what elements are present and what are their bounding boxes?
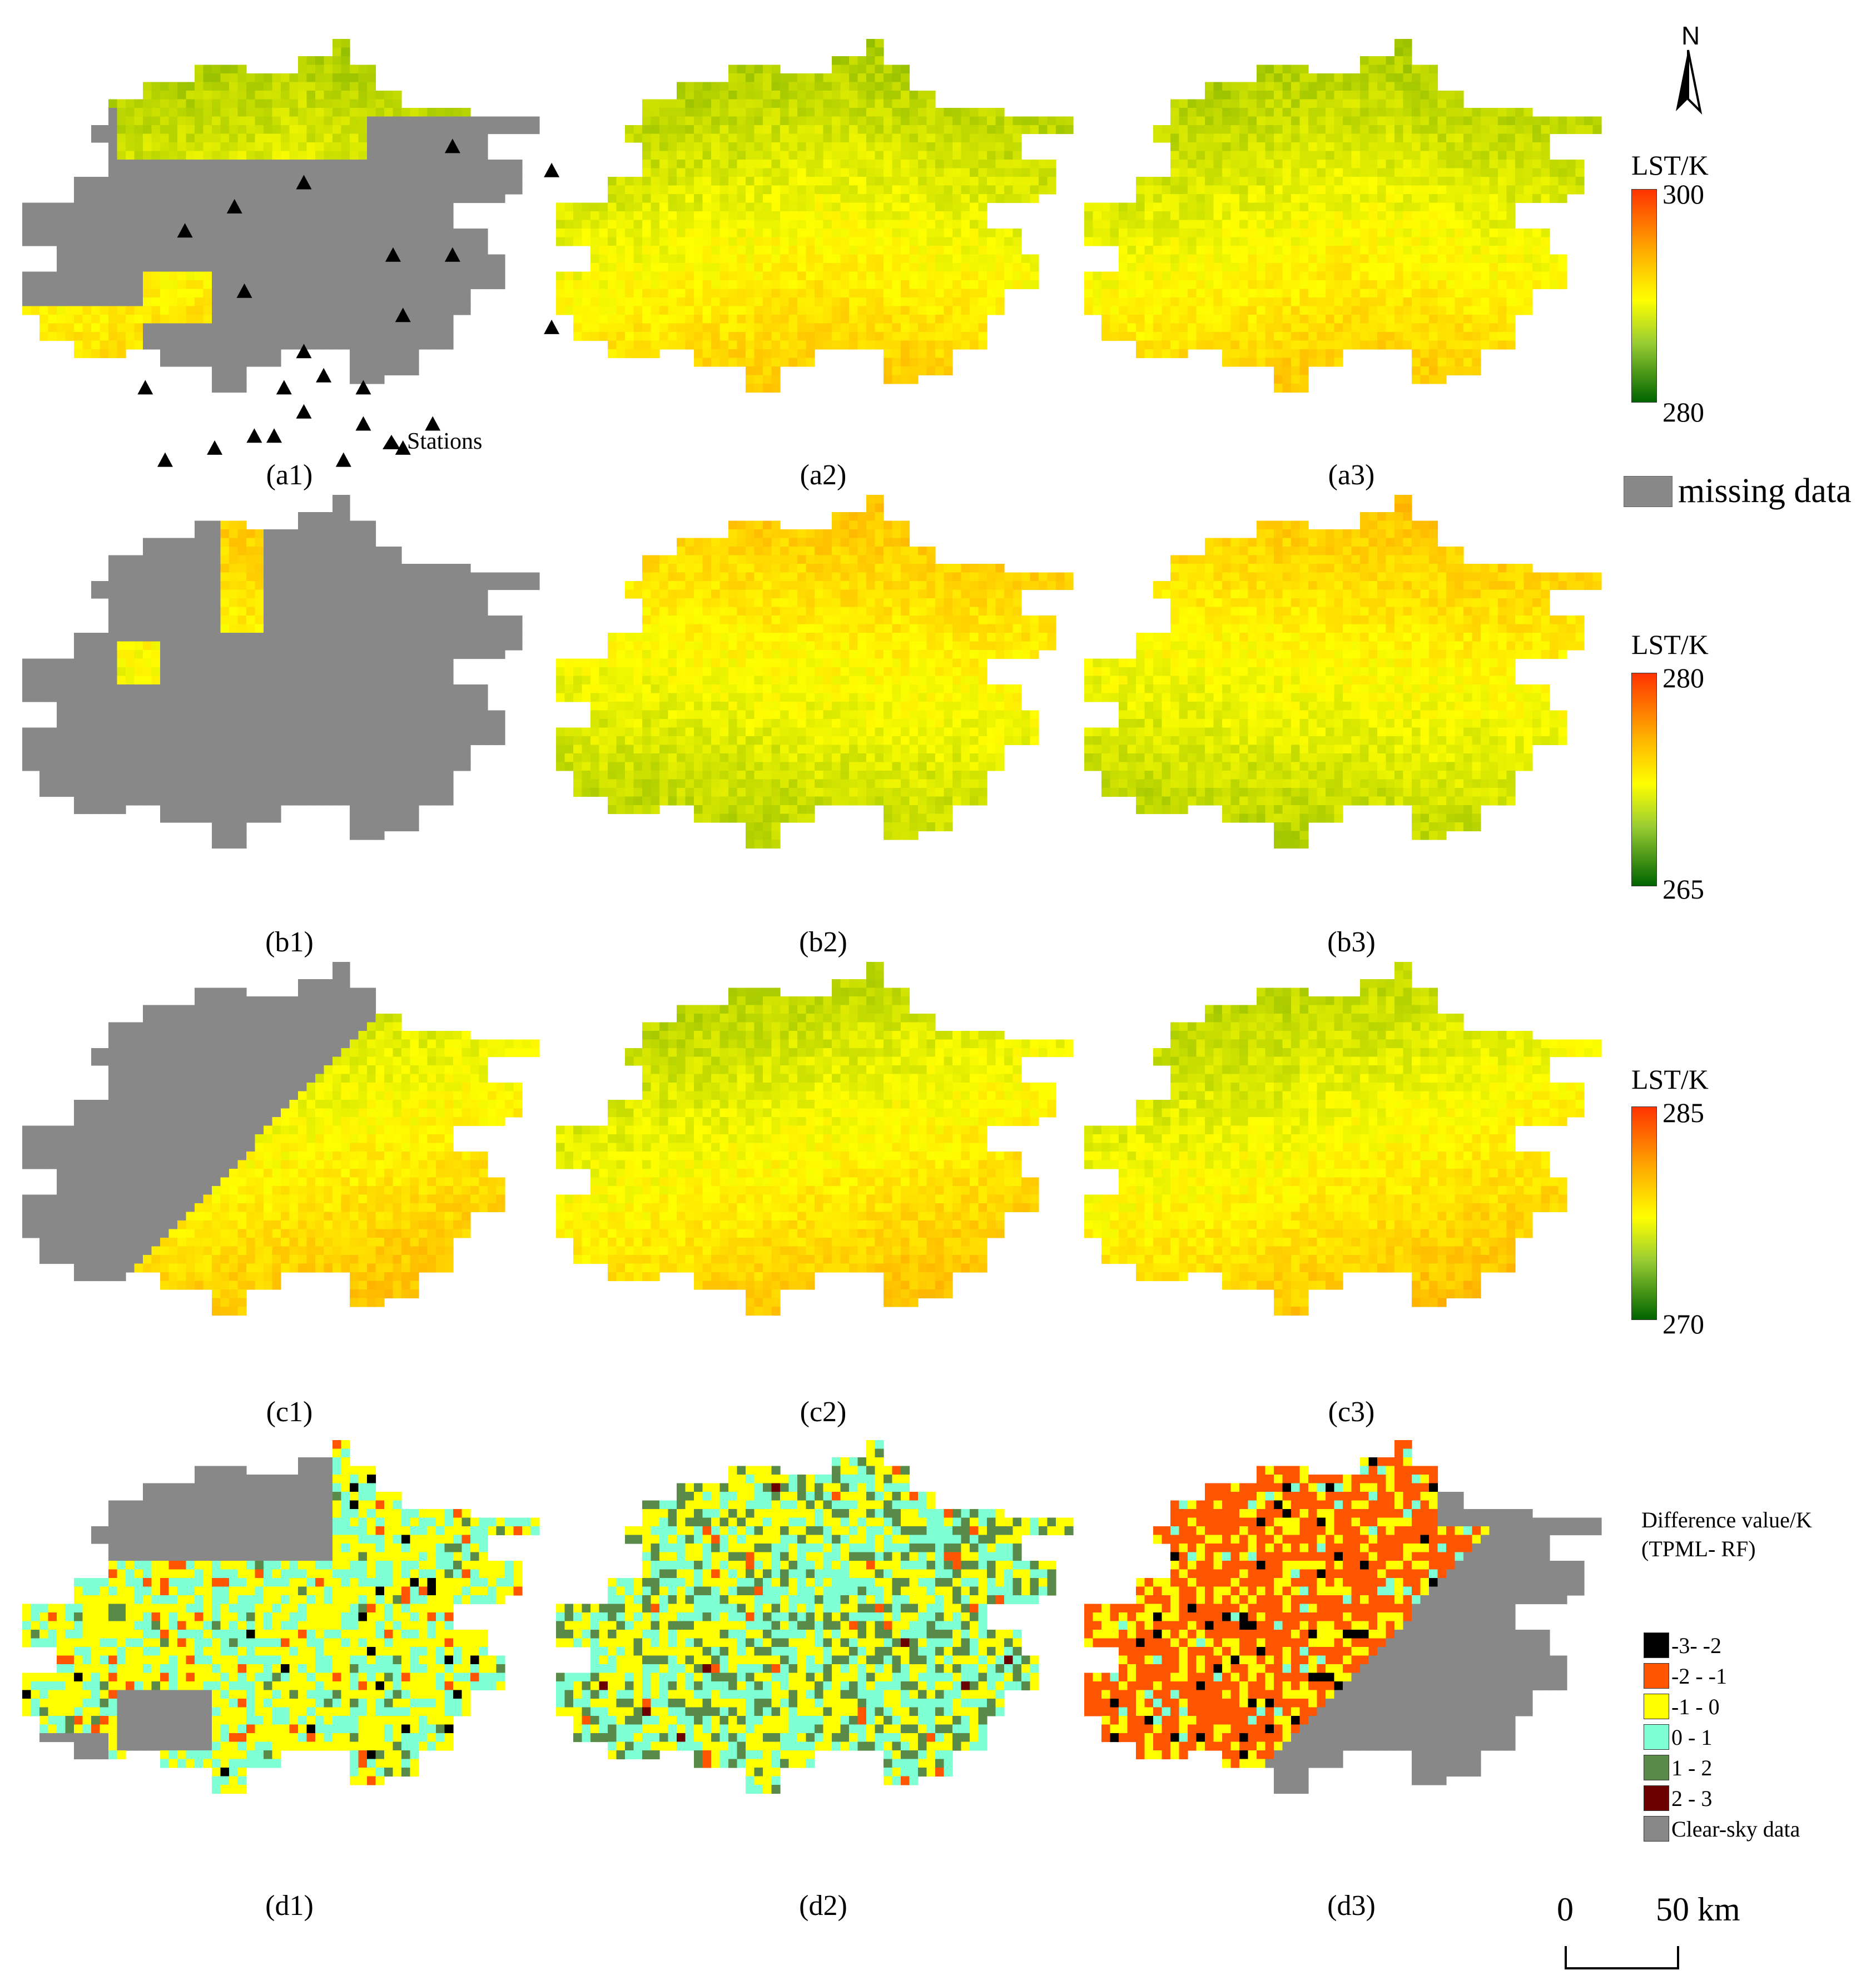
map-panel-a1 — [22, 39, 540, 393]
legend-a-title: LST/K — [1631, 150, 1709, 181]
panel-label-d3: (d3) — [1327, 1890, 1376, 1922]
station-marker — [355, 380, 371, 395]
legend-c-min: 270 — [1662, 1308, 1704, 1339]
legend-b-min: 265 — [1662, 874, 1704, 905]
panel-label-c1: (c1) — [266, 1396, 313, 1428]
station-marker — [266, 428, 282, 443]
diff-legend-swatch — [1644, 1755, 1669, 1780]
map-panel-d3 — [1084, 1440, 1602, 1794]
scale-bar — [1565, 1946, 1679, 1969]
station-marker — [316, 368, 332, 383]
diff-legend-swatch — [1644, 1694, 1669, 1719]
map-panel-b3 — [1084, 495, 1602, 849]
station-marker — [355, 416, 371, 431]
station-marker — [177, 223, 193, 238]
legend-a-max: 300 — [1662, 178, 1704, 210]
diff-legend-row: 1 - 2 — [1644, 1754, 1712, 1781]
legend-c-colorbar — [1631, 1106, 1657, 1320]
north-label: N — [1681, 21, 1700, 50]
diff-legend-label: Clear-sky data — [1671, 1816, 1800, 1842]
map-panel-b2 — [556, 495, 1074, 849]
legend-b-colorbar — [1631, 673, 1657, 886]
diff-legend-title-line2: (TPML- RF) — [1641, 1536, 1756, 1561]
station-marker — [544, 319, 560, 334]
panel-label-a2: (a2) — [800, 459, 847, 491]
scale-bar-distance: 50 km — [1656, 1891, 1740, 1928]
station-marker — [395, 307, 411, 322]
diff-legend-label: 2 - 3 — [1671, 1785, 1713, 1811]
map-panel-a2 — [556, 39, 1074, 393]
diff-legend-row: Clear-sky data — [1644, 1815, 1800, 1843]
station-marker — [236, 283, 252, 298]
panel-label-a3: (a3) — [1328, 459, 1375, 491]
diff-legend-swatch — [1644, 1663, 1669, 1689]
diff-legend-row: 0 - 1 — [1644, 1723, 1712, 1751]
diff-legend-label: 1 - 2 — [1671, 1755, 1713, 1780]
legend-a-min: 280 — [1662, 396, 1704, 428]
station-marker — [296, 344, 312, 359]
north-arrow-icon: N — [1676, 21, 1703, 115]
legend-b-title: LST/K — [1631, 629, 1709, 660]
legend-a-colorbar — [1631, 189, 1657, 403]
panel-label-b2: (b2) — [799, 926, 847, 958]
map-panel-b1 — [22, 495, 540, 849]
diff-legend-label: -3- -2 — [1671, 1632, 1721, 1658]
station-markers — [137, 138, 560, 467]
station-marker — [207, 440, 223, 455]
station-marker — [296, 404, 312, 419]
station-triangle-icon — [383, 435, 400, 449]
panel-label-b3: (b3) — [1327, 926, 1376, 958]
station-marker — [425, 416, 441, 431]
diff-legend-label: -2 - -1 — [1671, 1663, 1727, 1689]
diff-legend-title-line1: Difference value/K — [1641, 1507, 1812, 1532]
missing-data-label: missing data — [1678, 472, 1852, 510]
map-panel-c1 — [22, 962, 540, 1316]
station-marker — [395, 440, 411, 455]
missing-data-legend: missing data — [1624, 472, 1852, 511]
station-marker — [157, 452, 173, 467]
station-marker — [544, 162, 560, 177]
panel-label-b1: (b1) — [265, 926, 314, 958]
diff-legend-swatch — [1644, 1816, 1669, 1842]
panel-label-d1: (d1) — [265, 1890, 314, 1922]
map-panel-c2 — [556, 962, 1074, 1316]
map-panel-d2 — [556, 1440, 1074, 1794]
station-marker — [276, 380, 292, 395]
station-marker — [444, 138, 460, 153]
station-marker — [137, 380, 153, 395]
station-marker — [335, 452, 351, 467]
station-marker — [444, 247, 460, 262]
panel-label-d2: (d2) — [799, 1890, 847, 1922]
diff-legend-row: -2 - -1 — [1644, 1662, 1727, 1690]
panel-label-a1: (a1) — [266, 459, 313, 491]
diff-legend-label: -1 - 0 — [1671, 1694, 1720, 1719]
map-panels — [22, 39, 1602, 1794]
diff-legend-swatch — [1644, 1632, 1669, 1658]
station-marker — [385, 247, 401, 262]
scale-bar-zero: 0 — [1557, 1891, 1574, 1928]
diff-legend-row: -1 - 0 — [1644, 1693, 1720, 1720]
diff-legend-title: Difference value/K (TPML- RF) — [1641, 1506, 1812, 1564]
diff-legend-label: 0 - 1 — [1671, 1724, 1713, 1750]
panel-label-c3: (c3) — [1328, 1396, 1375, 1428]
diff-legend-swatch — [1644, 1724, 1669, 1750]
map-panel-d1 — [22, 1440, 540, 1794]
diff-legend-row: 2 - 3 — [1644, 1784, 1712, 1812]
legend-c-title: LST/K — [1631, 1064, 1709, 1095]
map-panel-c3 — [1084, 962, 1602, 1316]
station-marker — [296, 175, 312, 190]
stations-legend: Stations — [380, 428, 482, 455]
diff-legend-swatch — [1644, 1785, 1669, 1811]
station-marker — [226, 198, 242, 214]
stations-label: Stations — [407, 429, 483, 454]
map-panel-a3 — [1084, 39, 1602, 393]
station-marker — [246, 428, 262, 443]
missing-data-swatch — [1624, 475, 1672, 507]
diff-legend-row: -3- -2 — [1644, 1631, 1721, 1659]
panel-label-c2: (c2) — [800, 1396, 847, 1428]
legend-b-max: 280 — [1662, 662, 1704, 693]
legend-c-max: 285 — [1662, 1097, 1704, 1128]
